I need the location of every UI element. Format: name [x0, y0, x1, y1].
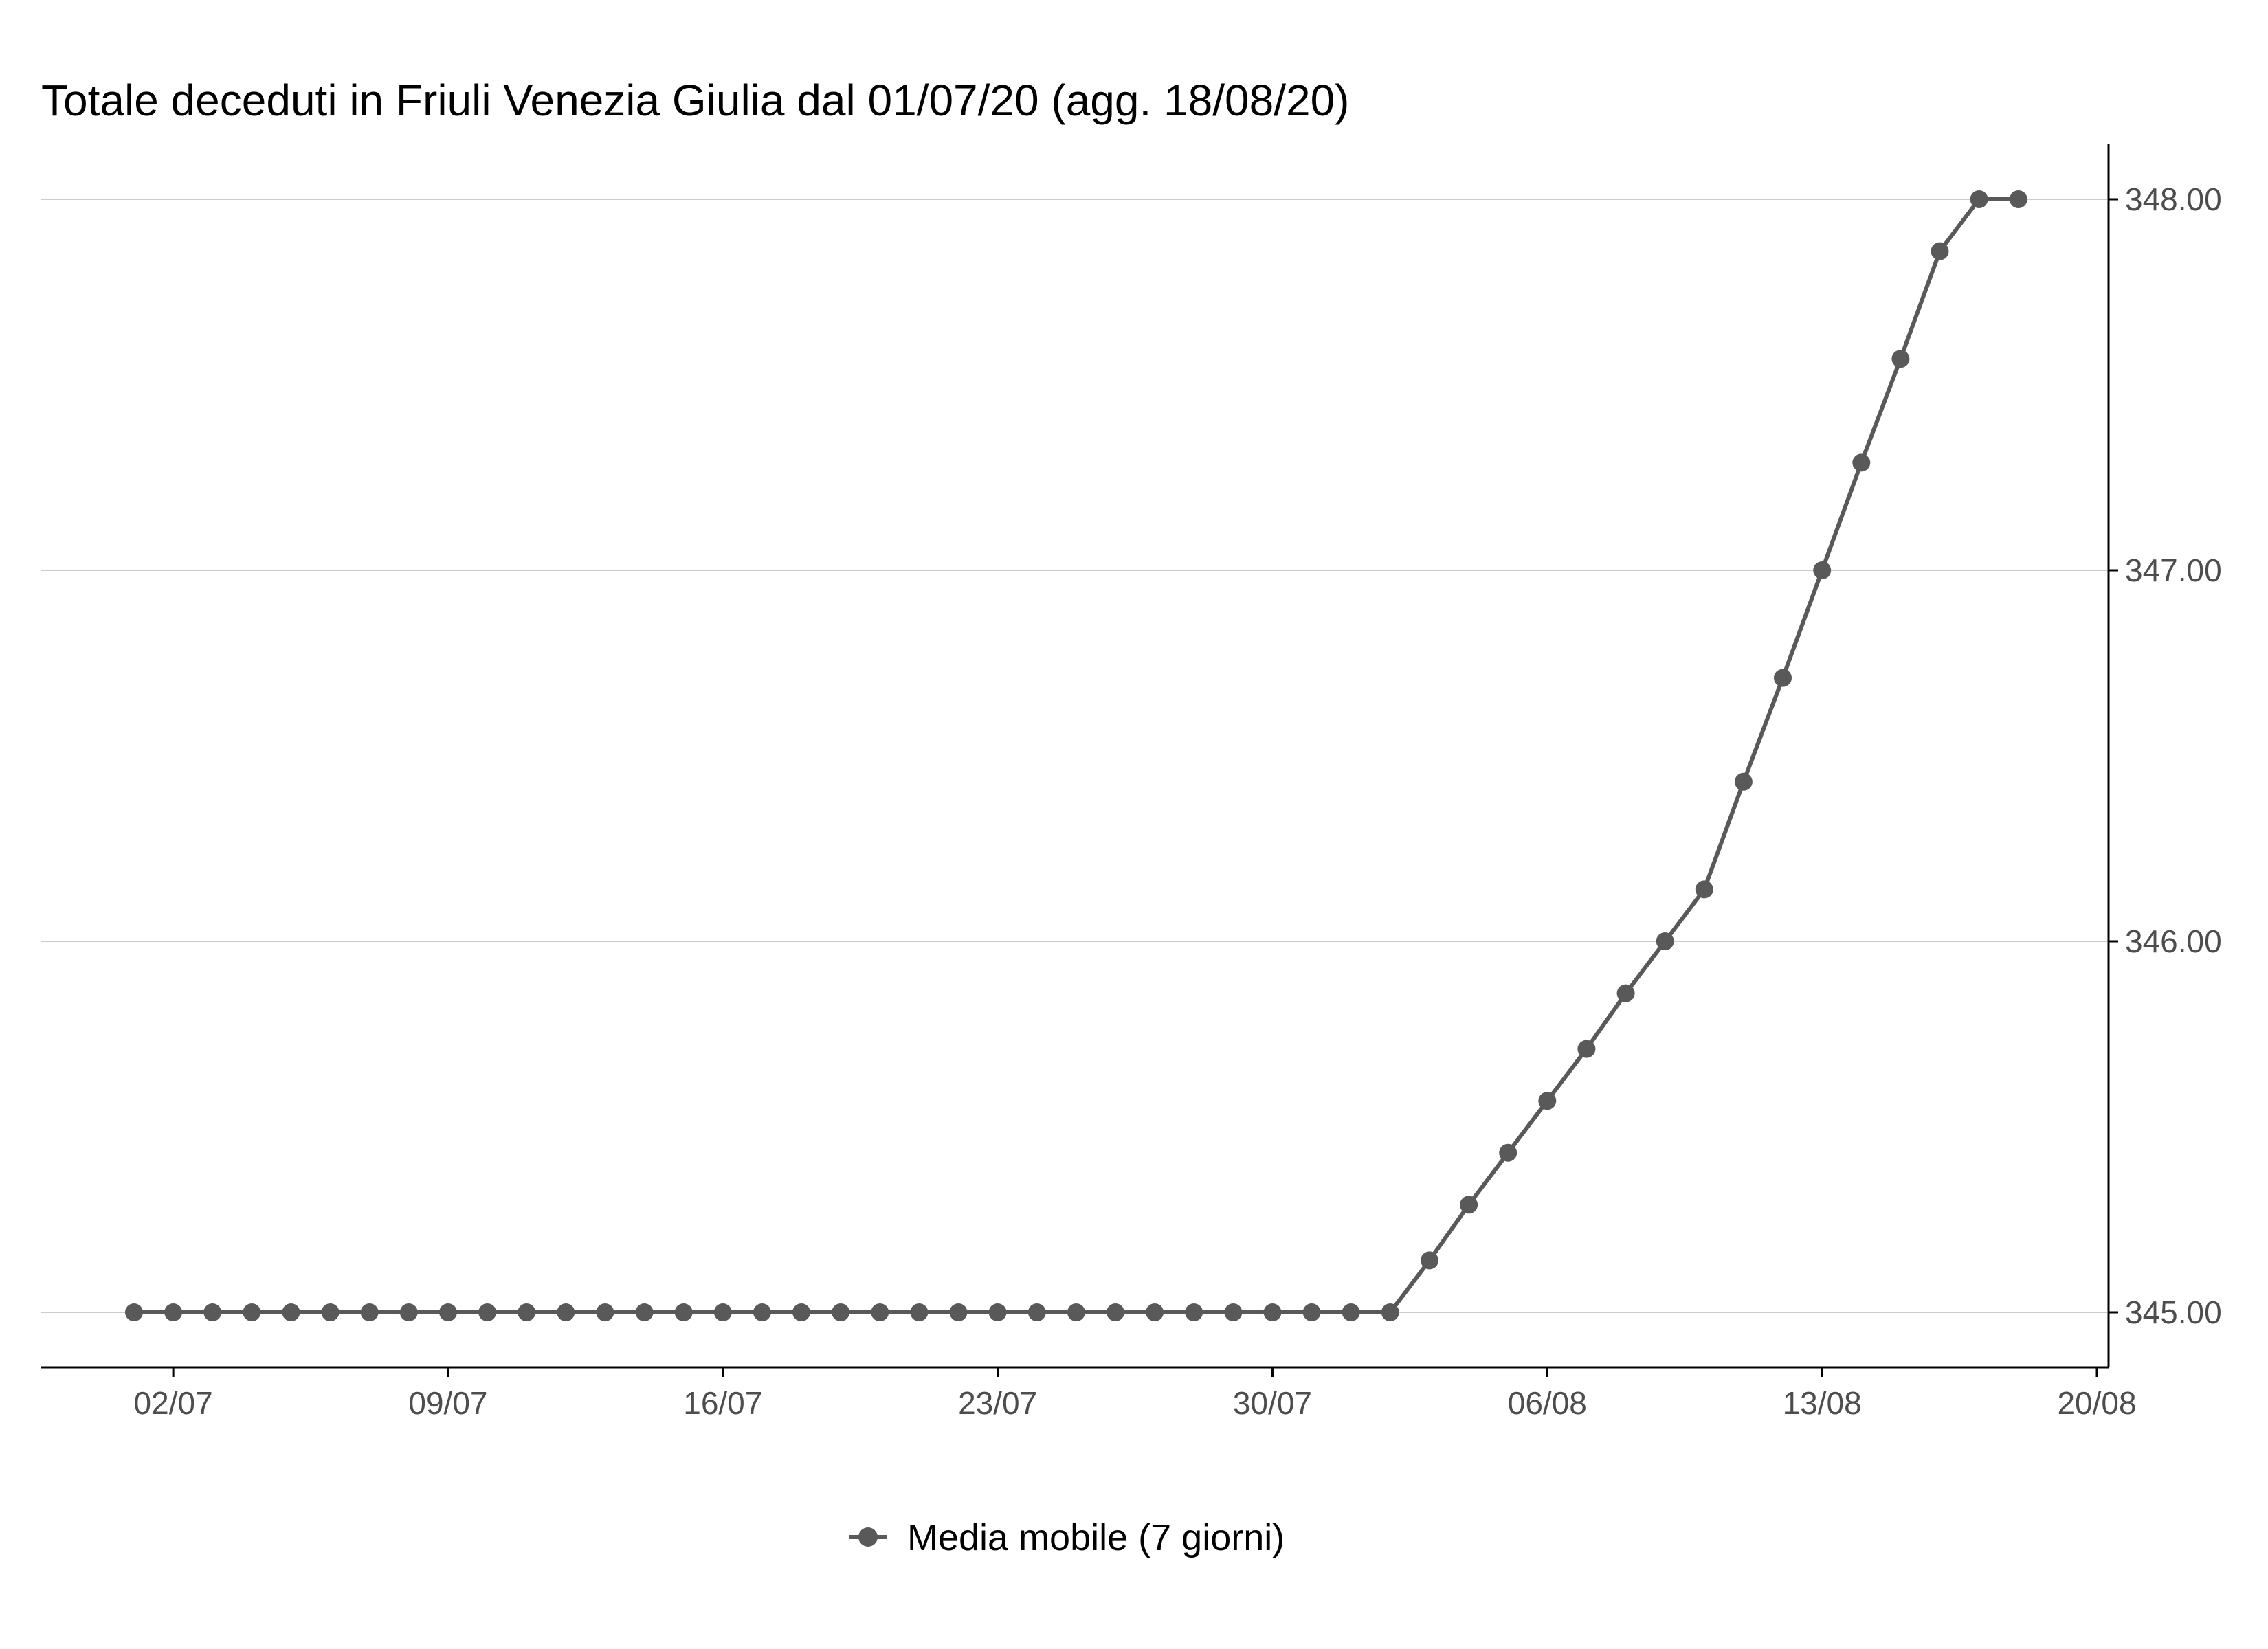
y-tick-label: 345.00: [2125, 1294, 2222, 1330]
data-point: [713, 1303, 732, 1321]
y-tick-label: 347.00: [2125, 552, 2222, 588]
data-point: [1852, 453, 1871, 472]
data-point: [1695, 880, 1713, 899]
data-point: [753, 1303, 771, 1321]
x-tick-label: 16/07: [683, 1385, 762, 1421]
data-point: [399, 1303, 418, 1321]
series-layer: [125, 190, 2027, 1321]
data-point: [910, 1303, 929, 1321]
data-point: [988, 1303, 1007, 1321]
legend-marker: [858, 1527, 878, 1547]
data-point: [439, 1303, 457, 1321]
data-point: [557, 1303, 575, 1321]
data-point: [1342, 1303, 1360, 1321]
data-point: [203, 1303, 222, 1321]
data-point: [360, 1303, 379, 1321]
data-point: [1774, 669, 1792, 687]
data-point: [1146, 1303, 1164, 1321]
data-point: [164, 1303, 183, 1321]
y-axis-ticks: 345.00 346.00 347.00 348.00: [2109, 181, 2222, 1330]
data-point: [1185, 1303, 1203, 1321]
data-point: [243, 1303, 261, 1321]
data-point: [1891, 350, 1910, 368]
x-tick-label: 13/08: [1783, 1385, 1862, 1421]
x-tick-label: 23/07: [958, 1385, 1037, 1421]
y-tick-label: 348.00: [2125, 181, 2222, 217]
data-point: [1067, 1303, 1085, 1321]
data-point: [1734, 772, 1753, 791]
data-point: [518, 1303, 536, 1321]
legend-label: Media mobile (7 giorni): [907, 1517, 1285, 1558]
axes: [41, 144, 2110, 1369]
data-point: [674, 1303, 693, 1321]
y-tick-label: 346.00: [2125, 923, 2222, 959]
data-point: [1499, 1143, 1517, 1162]
x-tick-label: 20/08: [2057, 1385, 2136, 1421]
data-point: [1027, 1303, 1046, 1321]
data-point: [949, 1303, 968, 1321]
data-point: [596, 1303, 614, 1321]
data-point: [1381, 1303, 1399, 1321]
gridlines: [41, 199, 2109, 1313]
data-point: [2009, 190, 2027, 208]
data-point: [282, 1303, 300, 1321]
legend: Media mobile (7 giorni): [849, 1517, 1285, 1558]
series-line: [134, 197, 2019, 1314]
x-tick-label: 09/07: [408, 1385, 487, 1421]
chart-title: Totale deceduti in Friuli Venezia Giulia…: [41, 76, 1349, 125]
data-point: [1538, 1092, 1557, 1110]
data-point: [1577, 1040, 1596, 1058]
data-point: [1970, 190, 1988, 208]
data-point: [1107, 1303, 1124, 1321]
data-point: [1224, 1303, 1243, 1321]
data-point: [1302, 1303, 1321, 1321]
data-point: [1421, 1251, 1438, 1270]
x-tick-label: 02/07: [134, 1385, 213, 1421]
data-point: [1460, 1196, 1478, 1214]
data-point: [1813, 561, 1832, 579]
data-point: [1931, 242, 1949, 260]
data-point: [832, 1303, 850, 1321]
x-axis-ticks: 02/07 09/07 16/07 23/07 30/07 06/08 13/08 20/08: [134, 1367, 2137, 1421]
data-point: [1616, 984, 1635, 1002]
x-tick-label: 30/07: [1233, 1385, 1312, 1421]
data-point: [1656, 932, 1674, 950]
data-point: [1263, 1303, 1282, 1321]
x-tick-label: 06/08: [1508, 1385, 1587, 1421]
data-point: [125, 1303, 143, 1321]
data-point: [478, 1303, 497, 1321]
data-point: [321, 1303, 340, 1321]
data-point: [635, 1303, 654, 1321]
data-point: [792, 1303, 810, 1321]
data-point: [871, 1303, 889, 1321]
